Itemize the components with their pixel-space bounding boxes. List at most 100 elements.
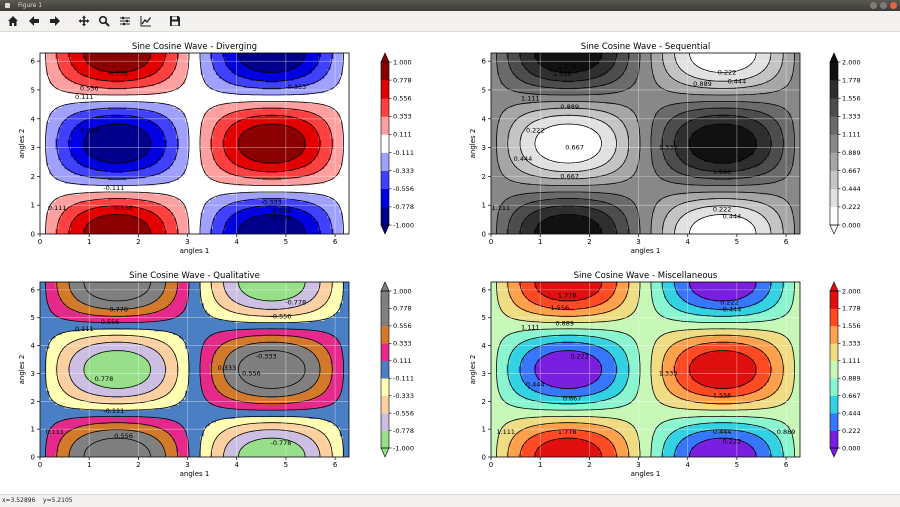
contour-cell (95, 123, 100, 126)
contour-cell (80, 132, 84, 135)
contour-cell (86, 156, 90, 159)
contour-cell (49, 80, 53, 83)
contour-cell (138, 159, 143, 162)
contour-cell (40, 163, 44, 166)
contour-cell (73, 138, 78, 141)
contour-cell (117, 226, 121, 229)
contour-cell (160, 78, 164, 81)
contour-cell (43, 168, 47, 171)
contour-cell (89, 215, 93, 219)
contour-cell (117, 168, 121, 171)
contour-cell (145, 205, 149, 208)
maximize-button[interactable] (880, 2, 887, 9)
contour-cell (86, 134, 90, 137)
contour-cell (135, 138, 140, 141)
contour-cell (73, 134, 78, 137)
contour-cell (163, 107, 168, 110)
contour-cell (101, 129, 106, 132)
contour-cell (40, 103, 44, 106)
contour-cell (70, 91, 75, 94)
contour-cell (120, 72, 124, 76)
contour-cell (83, 89, 87, 92)
contour-cell (86, 179, 90, 182)
contour-cell (151, 118, 155, 121)
contour-cell (43, 183, 47, 186)
contour-cell (70, 181, 75, 184)
contour-cell (43, 105, 47, 108)
zoom-button[interactable] (96, 13, 112, 29)
contour-cell (157, 63, 161, 67)
contour-cell (132, 103, 137, 106)
contour-cell (163, 159, 168, 162)
contour-cell (138, 69, 143, 72)
contour-cell (101, 228, 106, 231)
contour-cell (55, 232, 59, 234)
contour-cell (70, 87, 75, 90)
contour-cell (77, 127, 81, 130)
contour-cell (73, 152, 78, 155)
contour-cell (154, 203, 158, 206)
contour-cell (95, 139, 100, 143)
save-button[interactable] (167, 13, 183, 29)
contour-cell (160, 121, 164, 124)
contour-cell (61, 119, 66, 123)
contour-cell (148, 89, 152, 92)
contour-cell (138, 63, 143, 67)
contour-cell (43, 118, 47, 121)
contour-cell (120, 199, 124, 202)
contour-cell (73, 205, 78, 208)
contour-cell (117, 94, 121, 97)
subplots-button[interactable] (117, 13, 133, 29)
contour-cell (145, 81, 149, 85)
contour-cell (52, 147, 56, 150)
contour-cell (86, 186, 90, 190)
axes-button[interactable] (138, 13, 154, 29)
contour-cell (148, 105, 152, 108)
contour-cell (154, 190, 158, 193)
contour-cell (141, 188, 146, 191)
back-button[interactable] (26, 13, 42, 29)
contour-cell (138, 98, 143, 101)
contour-cell (129, 168, 134, 171)
contour-cell (117, 89, 121, 92)
contour-cell (40, 226, 44, 229)
contour-cell (129, 183, 134, 186)
contour-cell (101, 188, 106, 191)
contour-cell (73, 105, 78, 108)
contour-cell (98, 63, 103, 67)
contour-cell (163, 136, 168, 139)
contour-cell (114, 167, 118, 170)
contour-cell (126, 219, 130, 222)
contour-cell (67, 176, 72, 179)
contour-cell (126, 112, 130, 115)
contour-cell (114, 219, 118, 222)
contour-cell (151, 221, 155, 224)
contour-cell (92, 67, 96, 70)
close-button[interactable] (890, 2, 897, 9)
minimize-button[interactable] (870, 2, 877, 9)
contour-cell (86, 110, 90, 114)
contour-cell (138, 62, 143, 65)
pan-button[interactable] (76, 13, 92, 29)
home-button[interactable] (5, 13, 21, 29)
contour-cell (58, 116, 62, 119)
contour-cell (107, 65, 112, 68)
contour-cell (73, 121, 78, 124)
forward-button[interactable] (47, 13, 63, 29)
contour-cell (40, 185, 44, 188)
contour-cell (135, 89, 140, 92)
contour-cell (89, 224, 93, 228)
contour-cell (73, 221, 78, 224)
contour-cell (107, 165, 112, 168)
contour-cell (89, 141, 93, 144)
contour-cell (151, 69, 155, 72)
contour-cell (151, 232, 155, 234)
contour-cell (132, 223, 137, 226)
contour-cell (89, 148, 93, 152)
contour-cell (98, 148, 103, 152)
contour-cell (67, 152, 72, 155)
contour-cell (101, 201, 106, 204)
contour-cell (43, 224, 47, 228)
contour-cell (120, 147, 124, 150)
